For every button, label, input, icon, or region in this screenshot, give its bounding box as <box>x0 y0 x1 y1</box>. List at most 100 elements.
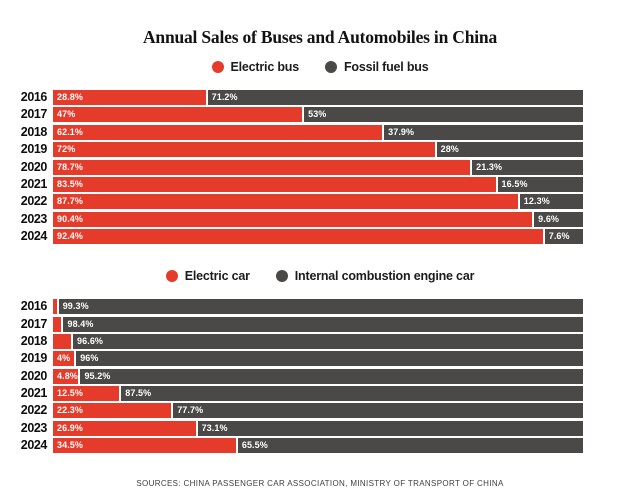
bar-segment-conventional: 9.6% <box>534 211 583 227</box>
year-label: 2023 <box>20 420 48 435</box>
legend-item: Electric car <box>165 268 250 283</box>
legend-item: Internal combustion engine car <box>275 269 474 283</box>
chart-legend: Electric car Internal combustion engine … <box>0 268 640 283</box>
bar-segment-conventional: 53% <box>304 107 583 123</box>
bar-track: 47% 53% <box>53 107 583 123</box>
year-label: 2024 <box>20 229 48 244</box>
bar-value-label-conventional: 28% <box>440 144 459 155</box>
bar-value-label-electric: 72% <box>57 144 76 155</box>
bar-segment-conventional: 16.5% <box>497 176 583 192</box>
bar-segment-electric: 72% <box>53 142 435 158</box>
sources-note: SOURCES: CHINA PASSENGER CAR ASSOCIATION… <box>136 479 504 489</box>
chart-row: 2019 4% 96% <box>0 351 640 367</box>
bar-track: 12.5% 87.5% <box>53 386 583 402</box>
bar-value-label-conventional: 37.9% <box>388 126 415 137</box>
bar-track: 99.3% <box>53 299 583 315</box>
bar-value-label-conventional: 21.3% <box>476 161 503 172</box>
bar-value-label-conventional: 71.2% <box>211 92 238 102</box>
bar-segment-conventional: 98.4% <box>63 316 583 332</box>
bar-segment-electric: 4.8% <box>53 368 79 384</box>
bar-segment-conventional: 21.3% <box>472 159 583 175</box>
bar-value-label-conventional: 12.3% <box>523 196 550 207</box>
year-label: 2024 <box>20 438 48 453</box>
bar-segment-conventional: 73.1% <box>197 420 583 436</box>
bar-track: 90.4% 9.6% <box>53 211 583 227</box>
bar-value-label-conventional: 98.4% <box>67 318 94 329</box>
bar-segment-conventional: 99.3% <box>58 299 583 315</box>
bar-value-label-conventional: 87.5% <box>125 388 152 399</box>
bar-segment-conventional: 12.3% <box>519 194 583 210</box>
bar-segment-electric: 90.4% <box>53 211 533 227</box>
bar-segment-conventional: 87.5% <box>121 386 583 402</box>
chart-row: 2022 87.7% 12.3% <box>0 194 640 210</box>
year-label: 2019 <box>20 142 48 157</box>
stacked-bar-chart: Electric car Internal combustion engine … <box>0 268 640 454</box>
bar-value-label-electric: 90.4% <box>57 213 84 224</box>
bar-value-label-electric: 4% <box>57 353 71 364</box>
chart-row: 2024 34.5% 65.5% <box>0 438 640 454</box>
bar-segment-electric <box>53 333 72 349</box>
year-label: 2019 <box>20 351 48 366</box>
chart-row: 2021 83.5% 16.5% <box>0 176 640 192</box>
bar-segment-conventional: 95.2% <box>80 368 583 384</box>
bar-value-label-conventional: 9.6% <box>538 213 560 224</box>
bar-value-label-electric: 87.7% <box>57 196 84 207</box>
bar-track: 34.5% 65.5% <box>53 438 583 454</box>
chart-row: 2020 78.7% 21.3% <box>0 159 640 175</box>
bar-track: 92.4% 7.6% <box>53 229 583 245</box>
legend-item-label: Electric car <box>184 268 250 283</box>
chart-rows: 2016 99.3% 2017 98.4% 2018 <box>0 299 640 454</box>
year-label: 2017 <box>20 107 48 122</box>
legend-item: Electric bus <box>211 60 299 74</box>
bar-segment-conventional: 96% <box>76 351 583 367</box>
bar-segment-conventional: 96.6% <box>73 333 583 349</box>
bar-value-label-electric: 62.1% <box>57 126 84 137</box>
year-label: 2016 <box>20 299 48 314</box>
bar-value-label-electric: 78.7% <box>57 161 84 172</box>
bar-value-label-conventional: 73.1% <box>201 422 228 433</box>
chart-row: 2024 92.4% 7.6% <box>0 229 640 245</box>
charts-container: Electric bus Fossil fuel bus 2016 28.8% … <box>0 59 640 454</box>
bar-segment-conventional: 77.7% <box>173 403 583 419</box>
bar-value-label-electric: 4.8% <box>57 370 78 381</box>
bar-value-label-electric: 26.9% <box>57 422 84 433</box>
bar-segment-electric: 12.5% <box>53 386 120 402</box>
year-label: 2021 <box>20 386 48 401</box>
year-label: 2018 <box>20 124 48 139</box>
legend-item: Fossil fuel bus <box>324 60 429 74</box>
legend-dot-icon <box>165 269 178 282</box>
bar-track: 62.1% 37.9% <box>53 124 583 140</box>
chart-row: 2019 72% 28% <box>0 142 640 158</box>
bar-segment-electric: 78.7% <box>53 159 471 175</box>
stacked-bar-chart: Electric bus Fossil fuel bus 2016 28.8% … <box>0 59 640 245</box>
year-label: 2018 <box>20 333 48 348</box>
bar-segment-electric: 83.5% <box>53 176 496 192</box>
bar-value-label-conventional: 99.3% <box>62 301 89 312</box>
bar-segment-conventional: 37.9% <box>384 124 583 140</box>
year-label: 2023 <box>20 211 48 226</box>
bar-segment-conventional: 65.5% <box>237 438 583 454</box>
bar-segment-electric: 22.3% <box>53 403 172 419</box>
chart-row: 2023 90.4% 9.6% <box>0 211 640 227</box>
year-label: 2016 <box>20 90 48 104</box>
bar-segment-electric: 34.5% <box>53 438 236 454</box>
bar-track: 78.7% 21.3% <box>53 159 583 175</box>
bar-value-label-electric: 34.5% <box>57 440 84 451</box>
bar-segment-electric: 4% <box>53 351 75 367</box>
chart-row: 2018 62.1% 37.9% <box>0 124 640 140</box>
bar-value-label-electric: 92.4% <box>57 231 84 242</box>
bar-track: 72% 28% <box>53 142 583 158</box>
bar-value-label-conventional: 77.7% <box>177 405 204 416</box>
bar-segment-electric: 62.1% <box>53 124 383 140</box>
bar-track: 96.6% <box>53 333 583 349</box>
chart-row: 2020 4.8% 95.2% <box>0 368 640 384</box>
legend-dot-icon <box>211 60 224 73</box>
bar-track: 26.9% 73.1% <box>53 420 583 436</box>
bar-segment-electric: 28.8% <box>53 90 206 105</box>
bar-value-label-electric: 83.5% <box>57 178 84 189</box>
legend-dot-icon <box>324 60 337 73</box>
bar-value-label-electric: 28.8% <box>57 92 84 102</box>
bar-track: 87.7% 12.3% <box>53 194 583 210</box>
chart-row: 2022 22.3% 77.7% <box>0 403 640 419</box>
bar-segment-conventional: 71.2% <box>207 90 583 105</box>
